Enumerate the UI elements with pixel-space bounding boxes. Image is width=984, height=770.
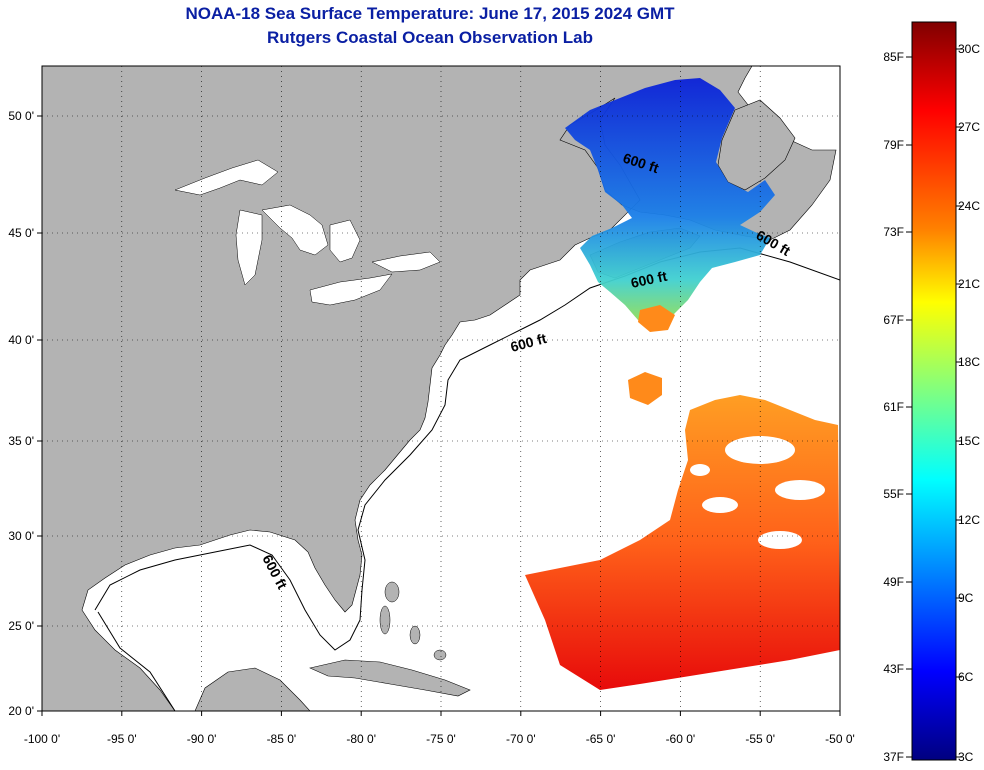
lon-tick-label: -65 0' [586,732,616,746]
colorbar-c-label: 30C [958,42,980,56]
lon-tick-label: -50 0' [825,732,855,746]
land-yucatan [194,667,311,711]
colorbar-ticks: 85F 79F 73F 67F 61F 55F 49F 43F 37F 30C 27C 24C 21C 1… [883,42,980,764]
lon-tick-label: -80 0' [346,732,376,746]
lon-tick-label: -90 0' [187,732,217,746]
colorbar [911,21,957,761]
colorbar-c-label: 15C [958,434,980,448]
colorbar-f-label: 67F [883,313,904,327]
lon-tick-label: -85 0' [267,732,297,746]
lon-tick-label: -100 0' [24,732,60,746]
colorbar-f-label: 73F [883,225,904,239]
land-cuba [309,659,471,697]
colorbar-f-label: 43F [883,662,904,676]
colorbar-c-label: 3C [958,750,974,764]
colorbar-c-label: 24C [958,199,980,213]
map-title: NOAA-18 Sea Surface Temperature: June 17… [185,4,675,23]
colorbar-f-label: 79F [883,138,904,152]
lat-tick-label: 25 0' [8,619,34,633]
map-subtitle: Rutgers Coastal Ocean Observation Lab [267,28,593,47]
great-lakes [174,159,441,306]
lon-tick-label: -75 0' [426,732,456,746]
lon-tick-label: -95 0' [107,732,137,746]
colorbar-c-label: 12C [958,513,980,527]
latitude-axis: 50 0' 45 0' 40 0' 35 0' 30 0' 25 0' 20 0' [8,109,42,718]
colorbar-f-label: 85F [883,50,904,64]
sst-warm-patch [525,395,840,690]
colorbar-f-label: 37F [883,750,904,764]
land-newfoundland [717,99,796,191]
sst-georges-bank [638,305,675,332]
lon-tick-label: -70 0' [506,732,536,746]
colorbar-f-label: 61F [883,400,904,414]
lat-tick-label: 30 0' [8,529,34,543]
lat-tick-label: 50 0' [8,109,34,123]
sst-cloud-gaps [690,436,825,549]
lon-tick-label: -60 0' [666,732,696,746]
map-gridlines [42,66,840,711]
colorbar-f-label: 55F [883,487,904,501]
colorbar-c-label: 27C [958,120,980,134]
colorbar-c-label: 9C [958,591,974,605]
sst-cold-patch [565,78,775,330]
longitude-axis: -100 0' -95 0' -90 0' -85 0' -80 0' -75 0' -70… [24,711,855,746]
lat-tick-label: 20 0' [8,704,34,718]
colorbar-c-label: 6C [958,670,974,684]
lat-tick-label: 35 0' [8,434,34,448]
sst-warm-spot [628,372,662,405]
bahamas-islands [379,581,447,661]
colorbar-c-label: 21C [958,277,980,291]
colorbar-f-label: 49F [883,575,904,589]
lat-tick-label: 45 0' [8,226,34,240]
lon-tick-label: -55 0' [745,732,775,746]
colorbar-c-label: 18C [958,355,980,369]
lat-tick-label: 40 0' [8,333,34,347]
contour-label: 600 ft [629,268,668,291]
